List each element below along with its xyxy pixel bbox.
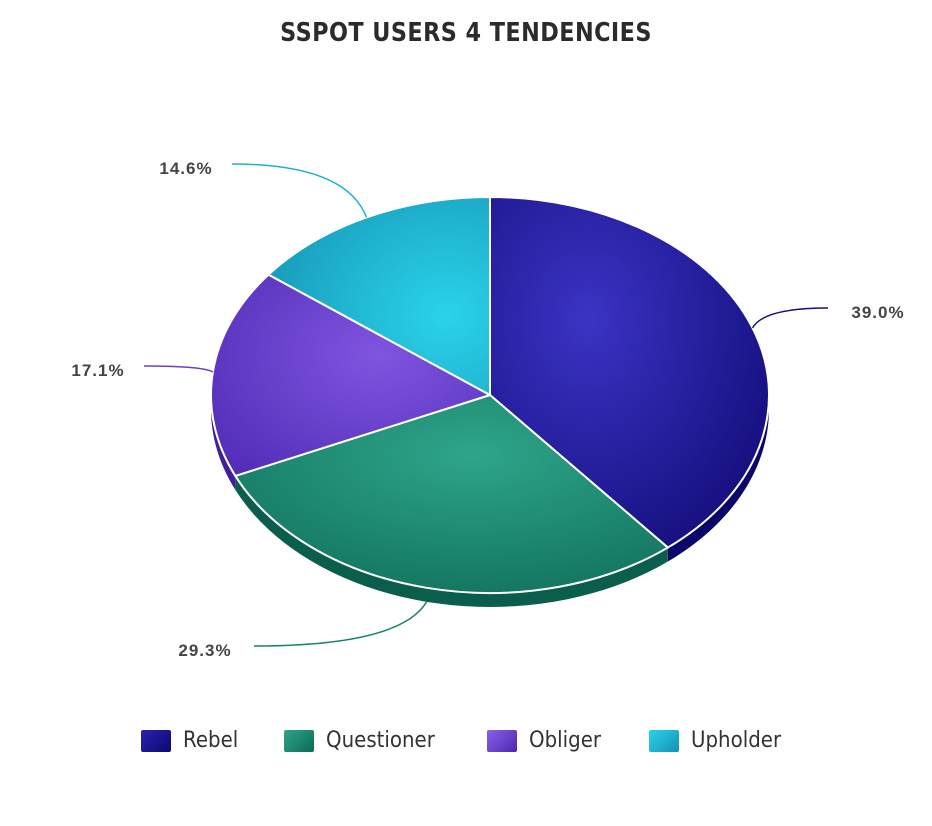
- legend-swatch-rebel: [140, 729, 171, 752]
- leader-line-questioner: [253, 601, 428, 647]
- pie-side-rebel: [667, 395, 769, 562]
- leader-line-rebel: [751, 307, 829, 329]
- data-label-upholder: 14.6%: [159, 159, 212, 178]
- legend-swatch-questioner: [284, 729, 315, 752]
- legend-swatch-obliger: [487, 729, 518, 752]
- legend-item-questioner[interactable]: Questioner: [284, 728, 447, 753]
- chart-title: SSPOT USERS 4 TENDENCIES: [280, 18, 652, 48]
- legend-item-rebel[interactable]: Rebel: [140, 728, 244, 753]
- legend-label-upholder: Upholder: [691, 728, 782, 753]
- leader-line-upholder: [231, 163, 368, 218]
- legend-label-obliger: Obliger: [529, 728, 602, 753]
- pie-slice-upholder[interactable]: [267, 196, 491, 396]
- legend-label-questioner: Questioner: [326, 728, 436, 753]
- legend: Rebel Questioner Obliger Upholder: [0, 728, 932, 753]
- pie-slice-questioner[interactable]: [234, 394, 669, 594]
- pie-slice-rebel[interactable]: [489, 196, 770, 549]
- legend-label-rebel: Rebel: [182, 728, 238, 753]
- leader-line-obliger: [143, 365, 214, 373]
- data-label-rebel: 39.0%: [851, 303, 904, 322]
- data-label-questioner: 29.3%: [178, 641, 231, 660]
- pie-slice-obliger[interactable]: [210, 273, 491, 477]
- legend-item-upholder[interactable]: Upholder: [649, 728, 791, 753]
- legend-item-obliger[interactable]: Obliger: [487, 728, 609, 753]
- legend-swatch-upholder: [649, 729, 680, 752]
- data-label-obliger: 17.1%: [71, 361, 124, 380]
- pie-side-questioner: [235, 475, 668, 607]
